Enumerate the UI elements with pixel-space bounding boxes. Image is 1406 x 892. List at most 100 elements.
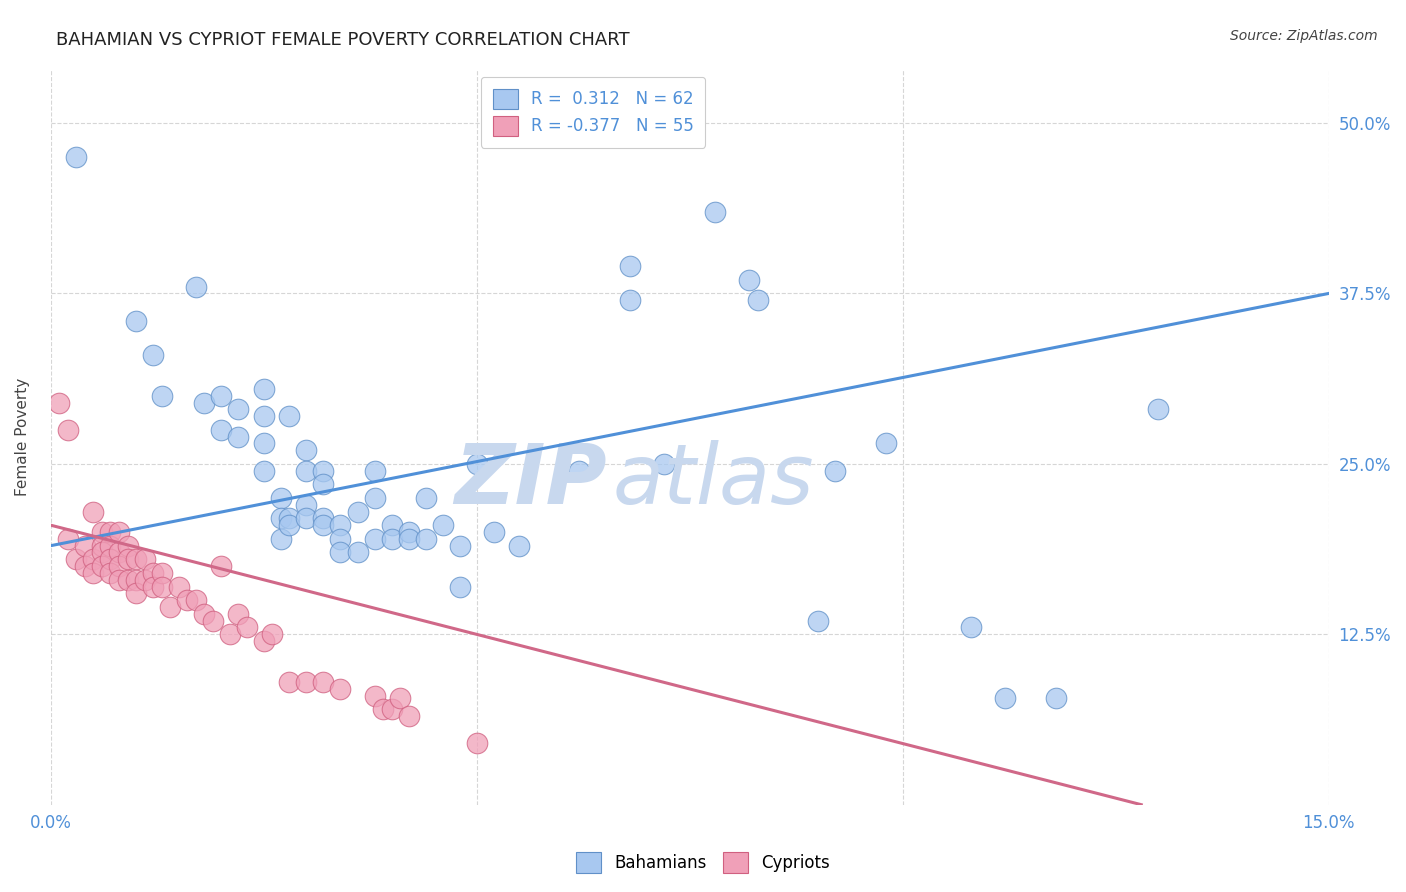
Point: [142, 566, 165, 580]
Point: [619, 259, 641, 273]
Point: [371, 702, 394, 716]
Point: [363, 491, 385, 505]
Point: [278, 409, 301, 424]
Point: [329, 518, 352, 533]
Point: [295, 443, 318, 458]
Point: [176, 593, 198, 607]
Point: [150, 580, 173, 594]
Point: [125, 314, 148, 328]
Point: [108, 559, 131, 574]
Point: [193, 607, 215, 621]
Text: Source: ZipAtlas.com: Source: ZipAtlas.com: [1230, 29, 1378, 43]
Point: [73, 559, 96, 574]
Point: [82, 552, 104, 566]
Point: [226, 429, 249, 443]
Point: [449, 539, 471, 553]
Point: [150, 389, 173, 403]
Point: [253, 634, 276, 648]
Point: [108, 545, 131, 559]
Point: [82, 505, 104, 519]
Point: [218, 627, 240, 641]
Point: [295, 464, 318, 478]
Point: [100, 566, 122, 580]
Point: [125, 552, 148, 566]
Point: [226, 402, 249, 417]
Point: [295, 498, 318, 512]
Point: [142, 348, 165, 362]
Point: [415, 491, 437, 505]
Point: [312, 511, 335, 525]
Point: [1147, 402, 1170, 417]
Text: BAHAMIAN VS CYPRIOT FEMALE POVERTY CORRELATION CHART: BAHAMIAN VS CYPRIOT FEMALE POVERTY CORRE…: [56, 31, 630, 49]
Point: [253, 409, 276, 424]
Point: [117, 573, 139, 587]
Point: [329, 681, 352, 696]
Text: atlas: atlas: [613, 441, 814, 521]
Point: [117, 539, 139, 553]
Point: [108, 573, 131, 587]
Point: [56, 532, 79, 546]
Point: [100, 552, 122, 566]
Point: [73, 539, 96, 553]
Point: [167, 580, 190, 594]
Point: [398, 709, 420, 723]
Point: [91, 524, 114, 539]
Point: [125, 586, 148, 600]
Point: [270, 532, 292, 546]
Point: [994, 691, 1017, 706]
Point: [209, 559, 232, 574]
Point: [253, 382, 276, 396]
Point: [652, 457, 675, 471]
Point: [184, 593, 207, 607]
Point: [381, 702, 404, 716]
Point: [262, 627, 284, 641]
Point: [398, 532, 420, 546]
Point: [278, 518, 301, 533]
Point: [346, 505, 368, 519]
Text: ZIP: ZIP: [454, 441, 606, 521]
Point: [270, 491, 292, 505]
Point: [508, 539, 530, 553]
Point: [363, 689, 385, 703]
Point: [108, 524, 131, 539]
Point: [209, 423, 232, 437]
Point: [449, 580, 471, 594]
Point: [346, 545, 368, 559]
Point: [91, 545, 114, 559]
Point: [226, 607, 249, 621]
Point: [193, 395, 215, 409]
Point: [65, 552, 87, 566]
Point: [209, 389, 232, 403]
Point: [381, 518, 404, 533]
Point: [704, 204, 727, 219]
Point: [65, 150, 87, 164]
Point: [312, 477, 335, 491]
Point: [824, 464, 846, 478]
Point: [312, 675, 335, 690]
Point: [253, 464, 276, 478]
Y-axis label: Female Poverty: Female Poverty: [15, 377, 30, 496]
Point: [482, 524, 505, 539]
Point: [117, 552, 139, 566]
Point: [415, 532, 437, 546]
Point: [48, 395, 70, 409]
Point: [270, 511, 292, 525]
Point: [100, 539, 122, 553]
Point: [568, 464, 591, 478]
Point: [806, 614, 828, 628]
Point: [432, 518, 454, 533]
Point: [381, 532, 404, 546]
Point: [295, 511, 318, 525]
Point: [142, 580, 165, 594]
Point: [150, 566, 173, 580]
Point: [398, 524, 420, 539]
Point: [312, 464, 335, 478]
Point: [100, 524, 122, 539]
Point: [134, 552, 156, 566]
Legend: Bahamians, Cypriots: Bahamians, Cypriots: [569, 846, 837, 880]
Point: [134, 573, 156, 587]
Point: [253, 436, 276, 450]
Point: [91, 539, 114, 553]
Point: [82, 566, 104, 580]
Point: [465, 736, 488, 750]
